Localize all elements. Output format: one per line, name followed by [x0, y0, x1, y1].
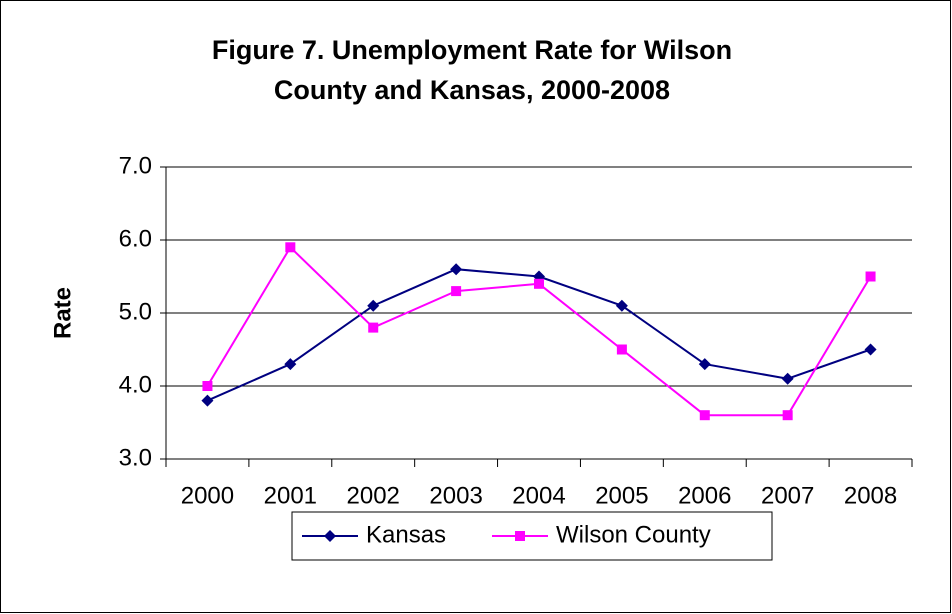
- data-point: [284, 358, 297, 371]
- x-tick-label: 2008: [844, 482, 897, 509]
- y-axis-label: Rate: [49, 287, 76, 339]
- data-point: [202, 381, 213, 391]
- y-tick-label: 5.0: [119, 298, 152, 325]
- data-point: [285, 242, 296, 253]
- data-point: [864, 343, 877, 356]
- legend-label: Wilson County: [556, 521, 711, 548]
- x-tick-label: 2004: [512, 482, 565, 509]
- x-tick-label: 2002: [347, 482, 400, 509]
- y-tick-label: 3.0: [119, 444, 152, 471]
- x-tick-label: 2001: [264, 482, 317, 509]
- legend-label: Kansas: [366, 521, 446, 548]
- data-point: [865, 271, 876, 282]
- data-point: [615, 299, 628, 312]
- data-point: [782, 410, 793, 421]
- data-point: [450, 263, 463, 276]
- legend-marker: [324, 530, 336, 542]
- y-tick-label: 6.0: [119, 225, 152, 252]
- y-tick-label: 7.0: [119, 152, 152, 179]
- data-point: [367, 299, 380, 312]
- data-point: [698, 358, 711, 371]
- x-tick-label: 2007: [761, 482, 814, 509]
- data-point: [699, 410, 710, 421]
- x-tick-label: 2003: [429, 482, 482, 509]
- x-tick-label: 2005: [595, 482, 648, 509]
- chart-title: Figure 7. Unemployment Rate for Wilson C…: [211, 35, 733, 105]
- data-point: [616, 344, 627, 355]
- data-point: [534, 278, 544, 289]
- x-tick-label: 2000: [181, 482, 234, 509]
- data-point: [451, 286, 462, 297]
- data-point: [781, 372, 794, 385]
- y-tick-label: 4.0: [119, 371, 152, 398]
- legend-marker: [515, 531, 525, 541]
- x-tick-label: 2006: [678, 482, 731, 509]
- data-point: [201, 394, 214, 407]
- data-point: [368, 322, 379, 333]
